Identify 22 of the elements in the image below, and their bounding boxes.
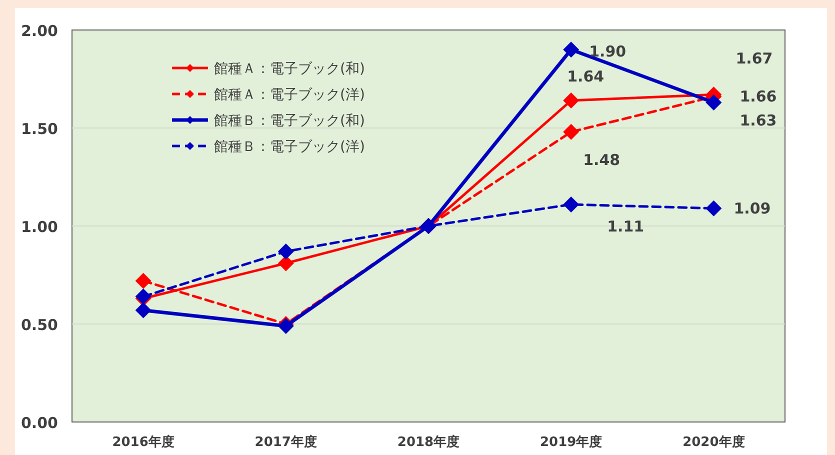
data-label: 1.66	[740, 88, 777, 106]
y-tick-label: 2.00	[20, 22, 58, 40]
data-label: 1.48	[583, 150, 620, 169]
y-tick-label: 1.00	[20, 218, 58, 236]
data-label: 1.90	[589, 42, 626, 61]
legend-label: 館種Ａ：電子ブック(洋)	[214, 87, 365, 103]
data-label: 1.09	[734, 199, 771, 218]
y-tick-label: 0.00	[20, 414, 58, 432]
x-tick-label: 2020年度	[682, 434, 745, 450]
legend-label: 館種Ｂ：電子ブック(和)	[214, 113, 365, 129]
legend-label: 館種Ａ：電子ブック(和)	[214, 61, 365, 77]
legend-label: 館種Ｂ：電子ブック(洋)	[214, 139, 365, 155]
x-tick-label: 2016年度	[112, 434, 174, 450]
data-label: 1.11	[607, 217, 644, 236]
y-tick-label: 0.50	[20, 316, 58, 334]
x-tick-label: 2017年度	[254, 434, 317, 450]
data-label: 1.63	[740, 112, 777, 130]
y-tick-label: 1.50	[20, 120, 58, 138]
data-label: 1.67	[736, 50, 773, 68]
x-tick-label: 2019年度	[540, 434, 602, 450]
x-tick-label: 2018年度	[397, 434, 460, 450]
data-label: 1.64	[567, 68, 604, 86]
